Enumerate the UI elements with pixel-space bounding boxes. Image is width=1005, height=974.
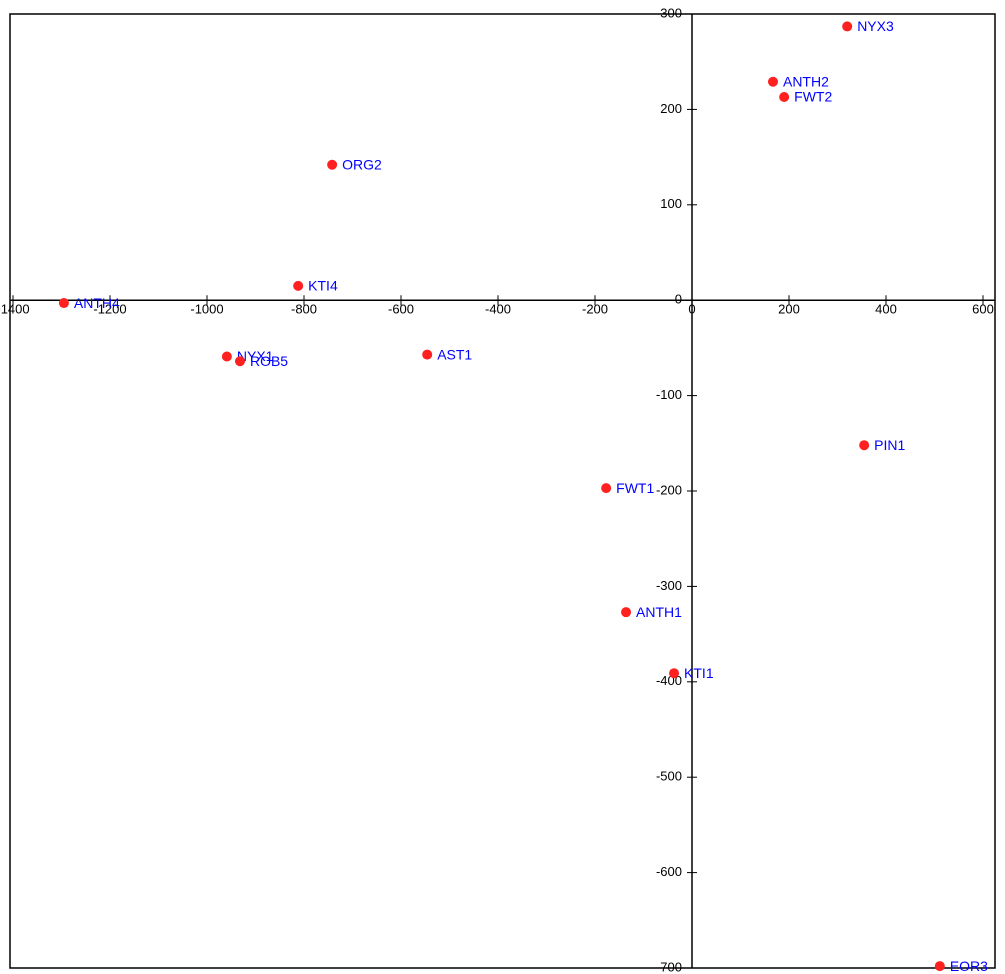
point-label: KTI1: [684, 665, 714, 681]
point-label: AST1: [437, 346, 472, 362]
x-tick-label: -600: [388, 302, 414, 317]
y-tick-label: 200: [660, 101, 682, 116]
point-label: ROB5: [250, 353, 288, 369]
x-tick-label: 400: [875, 302, 897, 317]
point-label: PIN1: [874, 437, 905, 453]
y-tick-label: -100: [656, 387, 682, 402]
point: [422, 349, 433, 360]
y-tick-label: 100: [660, 196, 682, 211]
point: [859, 440, 870, 451]
point: [601, 483, 612, 494]
point: [669, 668, 680, 679]
point-label: EOR3: [950, 958, 988, 974]
y-tick-label: -300: [656, 578, 682, 593]
point: [934, 961, 945, 972]
y-tick-label: 0: [675, 292, 682, 307]
point-label: ANTH4: [74, 295, 120, 311]
point: [621, 607, 632, 618]
x-tick-label: -1000: [190, 302, 223, 317]
x-tick-label: 200: [778, 302, 800, 317]
x-tick-label: -1400: [0, 302, 30, 317]
point-label: KTI4: [308, 278, 338, 294]
point-label: ANTH1: [636, 604, 682, 620]
y-tick-label: -700: [656, 959, 682, 974]
x-tick-label: -800: [291, 302, 317, 317]
x-tick-label: 600: [972, 302, 994, 317]
point: [327, 159, 338, 170]
x-tick-label: 0: [688, 302, 695, 317]
point: [293, 280, 304, 291]
plot-frame: [9, 13, 996, 969]
point-label: ORG2: [342, 156, 382, 172]
point-label: NYX3: [857, 18, 894, 34]
point-label: FWT2: [794, 89, 832, 105]
point-label: NYX1: [237, 348, 274, 364]
point: [58, 298, 69, 309]
point-label: FWT1: [616, 480, 654, 496]
y-tick-label: -600: [656, 864, 682, 879]
x-tick-label: -400: [485, 302, 511, 317]
x-tick-label: -1200: [93, 302, 126, 317]
point-label: ANTH2: [783, 73, 829, 89]
point: [842, 21, 853, 32]
point: [779, 91, 790, 102]
x-tick-label: -200: [582, 302, 608, 317]
point: [767, 76, 778, 87]
point: [221, 351, 232, 362]
y-tick-label: 300: [660, 5, 682, 20]
y-tick-label: -500: [656, 769, 682, 784]
y-tick-label: -200: [656, 482, 682, 497]
point: [234, 356, 245, 367]
